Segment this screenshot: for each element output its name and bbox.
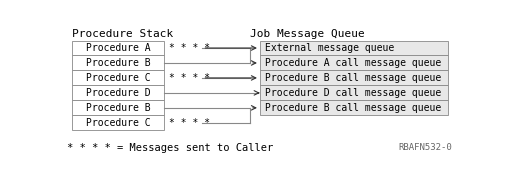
- Bar: [72, 85, 164, 100]
- Text: * * * *: * * * *: [169, 118, 210, 128]
- Text: Procedure A: Procedure A: [86, 43, 151, 53]
- Bar: [260, 41, 448, 55]
- Text: Procedure C: Procedure C: [86, 118, 151, 128]
- Bar: [260, 71, 448, 85]
- Bar: [260, 55, 448, 71]
- Text: Procedure B: Procedure B: [86, 103, 151, 113]
- Text: Procedure D: Procedure D: [86, 88, 151, 98]
- Text: * * * *: * * * *: [169, 73, 210, 83]
- Text: * * * * = Messages sent to Caller: * * * * = Messages sent to Caller: [67, 143, 274, 153]
- Text: External message queue: External message queue: [265, 43, 394, 53]
- Bar: [260, 85, 448, 100]
- Text: RBAFN532-0: RBAFN532-0: [399, 143, 452, 152]
- Bar: [72, 55, 164, 71]
- Text: Procedure D call message queue: Procedure D call message queue: [265, 88, 441, 98]
- Bar: [260, 100, 448, 115]
- Text: Job Message Queue: Job Message Queue: [249, 29, 365, 39]
- Bar: [72, 100, 164, 115]
- Bar: [72, 71, 164, 85]
- Bar: [72, 115, 164, 130]
- Text: Procedure B: Procedure B: [86, 58, 151, 68]
- Text: Procedure A call message queue: Procedure A call message queue: [265, 58, 441, 68]
- Text: * * * *: * * * *: [169, 43, 210, 53]
- Text: Procedure C: Procedure C: [86, 73, 151, 83]
- Bar: [72, 41, 164, 55]
- Text: Procedure B call message queue: Procedure B call message queue: [265, 73, 441, 83]
- Text: Procedure B call message queue: Procedure B call message queue: [265, 103, 441, 113]
- Text: Procedure Stack: Procedure Stack: [72, 29, 173, 39]
